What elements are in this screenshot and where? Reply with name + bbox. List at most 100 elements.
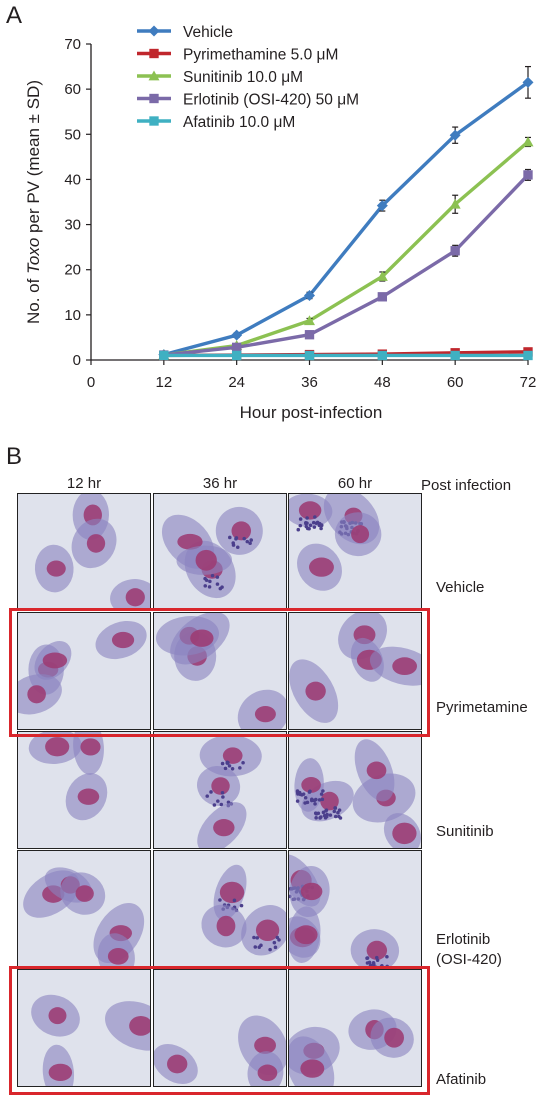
cell-nucleus: [219, 881, 245, 904]
micrograph-image: [18, 732, 150, 848]
micrograph-image: [154, 851, 286, 967]
y-tick-label: 20: [64, 262, 81, 279]
micrograph-image: [289, 613, 421, 729]
y-tick-label: 40: [64, 171, 81, 188]
parasite: [210, 573, 215, 578]
data-point: [522, 76, 534, 88]
parasite: [220, 761, 225, 766]
data-point: [159, 350, 169, 361]
parasite: [208, 579, 212, 584]
cell-nucleus: [392, 822, 417, 845]
data-point: [231, 329, 243, 341]
cell-nucleus: [46, 560, 66, 577]
x-tick-label: 36: [301, 374, 318, 391]
parasite: [328, 813, 333, 817]
parasite: [298, 517, 303, 521]
chart-series-layer: [158, 65, 534, 361]
column-header-60hr: 60 hr: [337, 475, 373, 492]
parasite: [241, 761, 245, 765]
cell-nucleus: [351, 525, 370, 544]
micrograph-image: [289, 970, 421, 1086]
parasite: [252, 935, 256, 940]
data-point: [523, 170, 533, 180]
legend-label: Vehicle: [183, 24, 233, 41]
parasite: [337, 808, 342, 812]
parasite: [235, 545, 240, 549]
data-point: [523, 350, 533, 361]
highlight-box-afatinib: [9, 966, 430, 1095]
parasite: [221, 795, 225, 799]
data-point: [304, 350, 315, 361]
cell-nucleus: [254, 1036, 276, 1054]
parasite: [268, 947, 272, 952]
parasite: [319, 526, 323, 531]
micrograph-cell: [153, 969, 287, 1087]
parasite: [319, 792, 324, 796]
micrograph-cell: [17, 493, 151, 611]
parasite: [231, 541, 235, 545]
parasite: [308, 523, 313, 528]
parasite: [309, 798, 314, 803]
data-point: [376, 270, 388, 281]
parasite: [225, 761, 230, 765]
parasite: [204, 578, 209, 583]
micrograph-cell: [153, 493, 287, 611]
parasite: [218, 898, 222, 902]
cell-nucleus: [48, 1063, 73, 1082]
cell-nucleus: [300, 1059, 325, 1078]
parasite: [232, 898, 237, 903]
parasite: [255, 936, 260, 940]
x-tick-label: 12: [155, 374, 172, 391]
parasite: [273, 945, 278, 950]
y-tick-label: 50: [64, 126, 81, 143]
micrograph-cell: [288, 969, 422, 1087]
parasite: [295, 799, 300, 803]
cell-nucleus: [305, 681, 326, 701]
parasite: [212, 803, 217, 807]
micrograph-image: [154, 613, 286, 729]
parasite: [318, 816, 322, 820]
parasite: [245, 539, 250, 544]
micrograph-image: [289, 851, 421, 967]
row-label-line1: Sunitinib: [436, 823, 494, 840]
data-point: [377, 292, 388, 302]
data-point: [231, 342, 242, 353]
legend-marker: [149, 93, 159, 104]
parasite: [272, 940, 277, 945]
highlight-box-pyrimetamine: [9, 608, 430, 737]
cell-nucleus: [107, 948, 129, 965]
cell-nucleus: [86, 534, 106, 553]
cell-nucleus: [48, 1007, 67, 1025]
parasite: [312, 525, 317, 529]
parasite: [321, 810, 326, 815]
parasite: [313, 802, 317, 806]
parasite: [314, 812, 319, 816]
parasite: [332, 809, 337, 814]
parasite: [239, 903, 244, 908]
parasite: [313, 515, 317, 519]
row-label-erlotinib: Erlotinib (OSI-420): [436, 930, 502, 970]
micrograph-cell: [17, 731, 151, 849]
cell-nucleus: [190, 629, 214, 647]
parasite: [333, 806, 338, 810]
y-tick-label: 10: [64, 307, 81, 324]
cell-nucleus: [177, 533, 203, 550]
cell-nucleus: [301, 777, 321, 793]
parasite: [317, 798, 322, 802]
legend-label: Erlotinib (OSI-420) 50 μM: [183, 92, 359, 109]
x-tick-label: 72: [520, 374, 537, 391]
parasite: [365, 956, 370, 960]
legend-marker: [148, 70, 160, 81]
parasite: [298, 523, 303, 528]
parasite: [220, 585, 224, 589]
data-point: [450, 350, 460, 361]
micrograph-grid: [17, 493, 422, 1088]
series-4: [159, 350, 533, 361]
row-label-line2: (OSI-420): [436, 951, 502, 968]
data-point: [304, 289, 315, 301]
micrograph-cell: [153, 850, 287, 968]
parasite: [228, 535, 232, 540]
y-tick-label: 60: [64, 81, 81, 98]
parasite: [257, 945, 262, 949]
x-axis-label: Hour post-infection: [240, 403, 383, 422]
